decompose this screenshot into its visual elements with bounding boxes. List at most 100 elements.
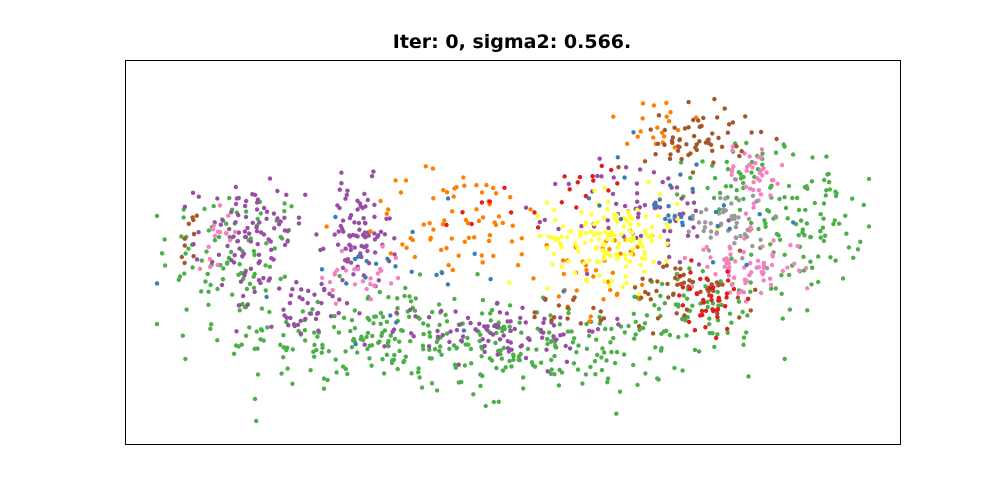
data-point-series-1 — [554, 337, 559, 342]
data-point-series-6 — [646, 291, 651, 297]
data-point-series-6 — [715, 311, 720, 316]
data-point-series-0 — [488, 318, 493, 323]
data-point-series-0 — [595, 352, 600, 358]
data-point-series-0 — [794, 195, 800, 201]
data-point-series-0 — [211, 203, 216, 209]
data-point-series-1 — [556, 226, 561, 232]
data-point-series-3 — [554, 237, 559, 243]
data-point-series-5 — [714, 230, 719, 235]
data-point-series-7 — [717, 298, 722, 303]
data-point-series-7 — [677, 293, 682, 298]
data-point-series-3 — [623, 274, 628, 279]
data-point-series-5 — [729, 201, 734, 206]
data-point-series-1 — [322, 287, 327, 293]
data-point-series-6 — [632, 285, 638, 290]
data-point-series-1 — [272, 226, 277, 231]
data-point-series-1 — [303, 192, 308, 197]
data-point-series-0 — [489, 307, 495, 313]
data-point-series-0 — [179, 234, 184, 239]
data-point-series-1 — [523, 355, 529, 361]
data-point-series-3 — [627, 259, 633, 264]
data-point-series-3 — [643, 256, 648, 261]
data-point-series-2 — [601, 297, 606, 302]
data-point-series-0 — [798, 218, 804, 223]
data-point-series-0 — [557, 367, 562, 373]
data-point-series-1 — [615, 316, 620, 322]
data-point-series-1 — [234, 196, 240, 201]
data-point-series-0 — [386, 295, 391, 300]
data-point-series-1 — [518, 315, 523, 321]
data-point-series-7 — [687, 286, 693, 292]
data-point-series-4 — [736, 290, 741, 295]
data-point-series-3 — [629, 252, 634, 257]
data-point-series-0 — [659, 281, 665, 287]
data-point-series-0 — [308, 368, 313, 373]
data-point-series-6 — [743, 114, 748, 119]
data-point-series-0 — [385, 341, 391, 346]
data-point-series-0 — [834, 191, 839, 196]
data-point-series-0 — [688, 175, 693, 180]
data-point-series-2 — [428, 235, 433, 241]
data-point-series-4 — [375, 271, 381, 276]
data-point-series-6 — [598, 318, 603, 323]
data-point-series-1 — [352, 220, 357, 225]
data-point-series-8 — [373, 261, 379, 266]
data-point-series-0 — [180, 333, 185, 338]
data-point-series-7 — [713, 335, 719, 341]
data-point-series-7 — [487, 199, 492, 204]
data-point-series-0 — [403, 285, 408, 291]
data-point-series-1 — [382, 344, 387, 349]
data-point-series-7 — [590, 174, 595, 179]
data-point-series-1 — [282, 215, 287, 220]
data-point-series-6 — [650, 331, 656, 336]
data-point-series-6 — [730, 120, 736, 125]
data-point-series-4 — [368, 282, 373, 287]
data-point-series-3 — [535, 213, 540, 219]
data-point-series-1 — [276, 222, 282, 227]
data-point-series-1 — [497, 337, 503, 342]
data-point-series-3 — [559, 245, 564, 250]
data-point-series-7 — [725, 326, 730, 332]
data-point-series-2 — [479, 253, 484, 258]
data-point-series-0 — [427, 356, 432, 361]
data-point-series-0 — [685, 315, 690, 320]
data-point-series-1 — [250, 192, 255, 197]
data-point-series-0 — [552, 353, 557, 359]
data-point-series-0 — [227, 195, 232, 201]
data-point-series-1 — [651, 170, 657, 175]
data-point-series-3 — [608, 253, 613, 258]
data-point-series-0 — [177, 274, 183, 279]
data-point-series-3 — [642, 251, 647, 256]
data-point-series-0 — [336, 330, 342, 335]
data-point-series-0 — [352, 326, 358, 331]
data-point-series-0 — [521, 375, 526, 380]
data-point-series-0 — [395, 296, 400, 301]
data-point-series-8 — [352, 256, 358, 262]
data-point-series-6 — [532, 314, 537, 320]
data-point-series-4 — [722, 264, 727, 269]
data-point-series-0 — [427, 330, 432, 335]
data-point-series-1 — [319, 281, 324, 287]
data-point-series-7 — [724, 295, 729, 300]
data-point-series-2 — [610, 270, 615, 275]
data-point-series-7 — [707, 285, 712, 291]
data-point-series-4 — [701, 247, 706, 252]
data-point-series-0 — [509, 364, 514, 369]
data-point-series-0 — [718, 279, 723, 284]
data-point-series-4 — [760, 244, 765, 249]
data-point-series-4 — [779, 162, 785, 168]
data-point-series-0 — [662, 301, 667, 306]
data-point-series-1 — [218, 222, 223, 227]
data-point-series-0 — [302, 328, 308, 333]
data-point-series-0 — [822, 177, 827, 183]
data-point-series-0 — [176, 277, 181, 282]
data-point-series-7 — [677, 274, 683, 279]
data-point-series-4 — [215, 262, 220, 268]
data-point-series-1 — [435, 328, 440, 334]
data-point-series-0 — [820, 225, 826, 230]
data-point-series-4 — [741, 290, 747, 295]
data-point-series-1 — [339, 170, 344, 175]
data-point-series-0 — [364, 334, 369, 340]
data-point-series-0 — [821, 238, 827, 244]
data-point-series-8 — [667, 219, 673, 224]
